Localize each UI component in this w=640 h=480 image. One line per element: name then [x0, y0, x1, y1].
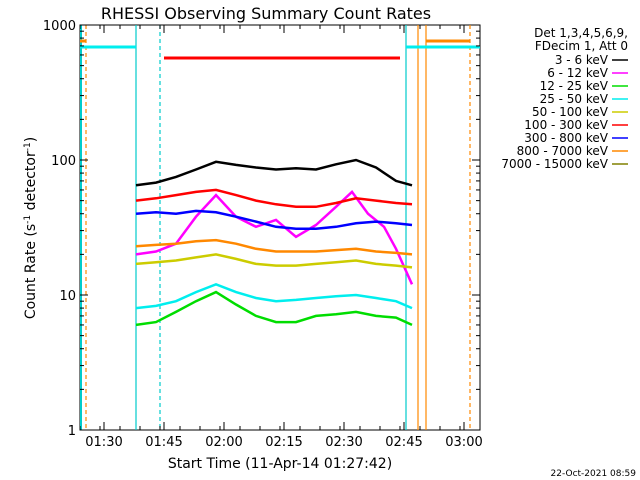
- chart-title: RHESSI Observing Summary Count Rates: [101, 4, 431, 23]
- series-line-3: [135, 282, 413, 310]
- y-tick-label: 10: [59, 289, 76, 304]
- legend-header-line: Det 1,3,4,5,6,9,: [534, 26, 628, 40]
- x-tick-label: 02:00: [205, 435, 242, 450]
- legend-entry-label: 25 - 50 keV: [540, 92, 609, 106]
- x-tick-label: 01:45: [145, 435, 182, 450]
- series-line-5: [135, 188, 413, 209]
- y-tick-label: 1: [68, 424, 76, 439]
- x-tick-label: 02:45: [385, 435, 422, 450]
- legend-entry-label: 12 - 25 keV: [540, 79, 609, 93]
- legend-entry-label: 800 - 7000 keV: [517, 144, 609, 158]
- series-line-2: [135, 290, 413, 327]
- series-line-4: [135, 253, 413, 269]
- legend-entry-label: 50 - 100 keV: [532, 105, 609, 119]
- series-line-7: [135, 238, 413, 256]
- guide-left-edge: [80, 25, 82, 430]
- legend-entry-label: 3 - 6 keV: [555, 53, 609, 67]
- x-tick-label: 01:30: [85, 435, 122, 450]
- x-tick-label: 03:00: [445, 435, 482, 450]
- x-tick-label: 02:30: [325, 435, 362, 450]
- series-line-1: [135, 190, 414, 285]
- timestamp: 22-Oct-2021 08:59: [551, 469, 637, 479]
- y-axis-label: Count Rate (s-1 detector-1): [23, 137, 39, 319]
- legend-header-line: FDecim 1, Att 0: [535, 39, 628, 53]
- x-axis-label: Start Time (11-Apr-14 01:27:42): [168, 456, 392, 472]
- series-line-0: [135, 158, 413, 187]
- legend-entry-label: 300 - 800 keV: [524, 131, 608, 145]
- y-tick-label: 100: [51, 154, 76, 169]
- x-tick-label: 02:15: [265, 435, 302, 450]
- y-tick-label: 1000: [43, 19, 76, 34]
- series-line-6: [135, 209, 413, 230]
- legend-entry-label: 100 - 300 keV: [524, 118, 608, 132]
- legend-entry-label: 7000 - 15000 keV: [501, 157, 608, 171]
- legend-entry-label: 6 - 12 keV: [547, 66, 609, 80]
